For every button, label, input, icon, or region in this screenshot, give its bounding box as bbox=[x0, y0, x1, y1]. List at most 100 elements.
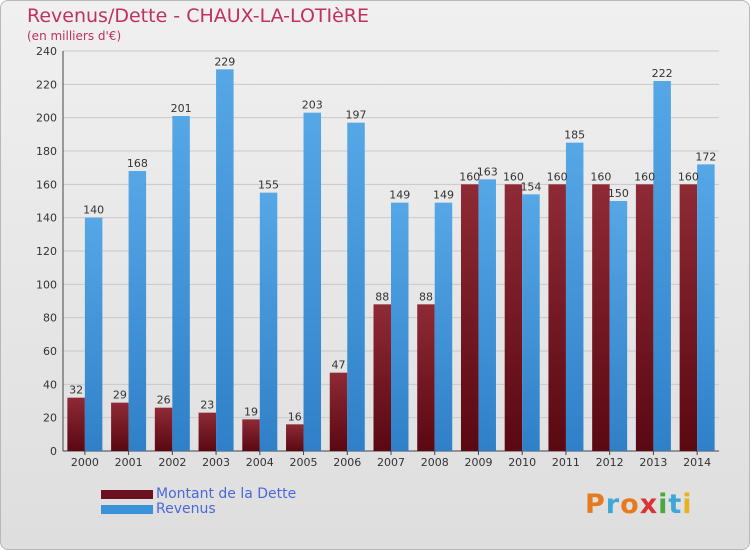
bar-chart: 0 20 40 60 80 100 120 140 160 180 200 220 240 2000 200… bbox=[36, 45, 719, 469]
x-tick-label: 2014 bbox=[683, 456, 711, 469]
y-tick-label: 220 bbox=[36, 78, 57, 91]
data-label-dette: 23 bbox=[200, 399, 214, 412]
bar-dette bbox=[329, 372, 348, 451]
x-tick-label: 2007 bbox=[377, 456, 405, 469]
data-label-revenus: 222 bbox=[652, 67, 673, 80]
bar-revenus bbox=[303, 112, 322, 452]
bar-revenus bbox=[216, 69, 234, 451]
data-label-dette: 160 bbox=[547, 170, 568, 183]
bar-revenus bbox=[434, 202, 453, 451]
x-tick-label: 2000 bbox=[71, 456, 99, 469]
logo-letter: P bbox=[585, 489, 606, 520]
x-tick-label: 2003 bbox=[202, 456, 230, 469]
y-tick-label: 120 bbox=[36, 245, 57, 258]
data-label-revenus: 197 bbox=[346, 109, 367, 122]
y-tick-label: 60 bbox=[43, 345, 57, 358]
data-label-revenus: 229 bbox=[214, 55, 235, 68]
bar-dette bbox=[111, 402, 129, 451]
bar-revenus bbox=[565, 142, 584, 451]
y-tick-label: 180 bbox=[36, 145, 57, 158]
data-label-revenus: 150 bbox=[608, 187, 629, 200]
data-label-dette: 88 bbox=[419, 290, 433, 303]
bar-dette bbox=[504, 184, 523, 452]
logo-letter: x bbox=[639, 489, 659, 520]
data-label-dette: 47 bbox=[332, 359, 346, 372]
bar-dette bbox=[592, 184, 610, 452]
proxiti-logo: Proxiti bbox=[585, 489, 693, 520]
data-label-revenus: 154 bbox=[520, 180, 541, 193]
bar-revenus bbox=[609, 201, 628, 451]
logo-letter: i bbox=[658, 489, 669, 520]
data-labels: 32 140 29 168 26 201 23 229 19 155 16 203 47 197 88 149… bbox=[69, 55, 716, 423]
bar-revenus bbox=[653, 81, 671, 451]
data-label-revenus: 163 bbox=[477, 165, 498, 178]
bar-revenus bbox=[478, 179, 496, 452]
legend-swatch-revenus bbox=[101, 505, 153, 514]
data-label-dette: 160 bbox=[678, 170, 699, 183]
legend-swatch-dette bbox=[101, 490, 153, 499]
data-label-dette: 160 bbox=[590, 170, 611, 183]
logo-letter: o bbox=[620, 489, 640, 520]
chart-subtitle: (en milliers d'€) bbox=[27, 29, 122, 43]
data-label-dette: 160 bbox=[459, 170, 480, 183]
data-label-dette: 160 bbox=[634, 170, 655, 183]
x-tick-label: 2012 bbox=[596, 456, 624, 469]
data-label-revenus: 149 bbox=[433, 189, 454, 202]
bar-dette bbox=[154, 407, 173, 451]
y-tick-label: 40 bbox=[43, 378, 57, 391]
x-tick-label: 2002 bbox=[158, 456, 186, 469]
data-label-dette: 32 bbox=[69, 384, 83, 397]
bar-dette bbox=[635, 184, 654, 452]
data-label-revenus: 149 bbox=[389, 189, 410, 202]
y-tick-label: 100 bbox=[36, 278, 57, 291]
bar-dette bbox=[679, 184, 698, 452]
bar-revenus bbox=[347, 122, 365, 452]
data-label-dette: 26 bbox=[157, 394, 171, 407]
bar-revenus bbox=[259, 192, 278, 451]
y-tick-label: 0 bbox=[50, 445, 57, 458]
data-label-revenus: 168 bbox=[127, 157, 148, 170]
x-tick-label: 2004 bbox=[246, 456, 274, 469]
bar-revenus bbox=[84, 217, 103, 451]
bars bbox=[67, 69, 715, 452]
bar-dette bbox=[460, 184, 479, 452]
y-tick-label: 80 bbox=[43, 312, 57, 325]
bar-dette bbox=[242, 419, 260, 451]
x-tick-label: 2011 bbox=[552, 456, 580, 469]
logo-letter: r bbox=[605, 489, 621, 520]
data-label-dette: 29 bbox=[113, 389, 127, 402]
data-label-revenus: 201 bbox=[171, 102, 192, 115]
y-tick-label: 160 bbox=[36, 178, 57, 191]
bar-revenus bbox=[172, 116, 190, 451]
bar-dette bbox=[417, 304, 435, 451]
data-label-dette: 16 bbox=[288, 410, 302, 423]
bar-dette bbox=[198, 412, 217, 451]
data-label-revenus: 140 bbox=[83, 204, 104, 217]
bar-revenus bbox=[522, 194, 540, 452]
bar-revenus bbox=[697, 164, 715, 452]
data-label-revenus: 185 bbox=[564, 129, 585, 142]
x-tick-label: 2001 bbox=[115, 456, 143, 469]
bar-revenus bbox=[128, 171, 147, 451]
data-label-revenus: 203 bbox=[302, 99, 323, 112]
chart-title: Revenus/Dette - CHAUX-LA-LOTIèRE bbox=[27, 5, 370, 27]
y-tick-label: 20 bbox=[43, 412, 57, 425]
x-tick-label: 2009 bbox=[464, 456, 492, 469]
data-label-revenus: 172 bbox=[695, 150, 716, 163]
x-tick-label: 2013 bbox=[639, 456, 667, 469]
data-label-dette: 88 bbox=[375, 290, 389, 303]
logo-letter: i bbox=[682, 489, 693, 520]
bar-dette bbox=[373, 304, 391, 451]
legend-label-revenus: Revenus bbox=[156, 501, 216, 517]
data-label-dette: 160 bbox=[503, 170, 524, 183]
x-tick-label: 2008 bbox=[421, 456, 449, 469]
data-label-revenus: 155 bbox=[258, 179, 279, 192]
bar-dette bbox=[548, 184, 566, 452]
data-label-dette: 19 bbox=[244, 405, 258, 418]
bar-dette bbox=[67, 397, 85, 451]
y-tick-label: 200 bbox=[36, 112, 57, 125]
y-tick-label: 140 bbox=[36, 212, 57, 225]
legend-label-dette: Montant de la Dette bbox=[156, 486, 297, 502]
y-tick-label: 240 bbox=[36, 45, 57, 58]
